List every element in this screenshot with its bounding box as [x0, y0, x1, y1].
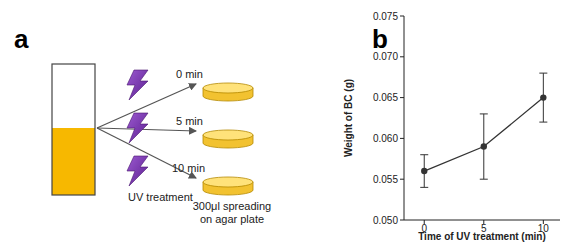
y-tick	[400, 179, 404, 180]
x-axis-label: Time of UV treatment (min)	[418, 231, 546, 242]
arrow	[97, 128, 196, 131]
error-bar	[539, 73, 547, 122]
result-label: on agar plate	[200, 213, 264, 225]
uv-bolt	[127, 113, 148, 143]
result-label: 300μl spreading	[193, 200, 272, 212]
panel-label: b	[372, 24, 388, 54]
data-point	[481, 143, 487, 149]
data-point	[421, 168, 427, 174]
tube	[52, 64, 95, 195]
error-cap	[539, 122, 547, 123]
error-bar	[480, 114, 488, 179]
error-cap	[480, 113, 488, 114]
error-cap	[539, 73, 547, 74]
y-tick	[400, 97, 404, 98]
y-tick-label: 0.075	[373, 11, 398, 22]
data-point	[540, 94, 546, 100]
x-axis	[404, 220, 560, 221]
plate-top	[203, 177, 253, 187]
y-tick-label: 0.060	[373, 133, 398, 144]
plot-area	[420, 73, 547, 187]
uv-bolt	[127, 156, 148, 186]
uv-bolt	[127, 70, 148, 100]
y-tick-label: 0.055	[373, 174, 398, 185]
plate-top	[203, 130, 253, 140]
y-tick	[400, 220, 404, 221]
plate-top	[203, 83, 253, 93]
y-tick	[400, 16, 404, 17]
error-cap	[420, 187, 428, 188]
time-label: 5 min	[176, 115, 203, 127]
y-axis-label: Weight of BC (g)	[343, 79, 354, 157]
y-tick	[400, 56, 404, 57]
error-cap	[480, 179, 488, 180]
chart: 0.0500.0550.0600.0650.0700.0750510Time o…	[343, 11, 560, 243]
y-tick-label: 0.070	[373, 51, 398, 62]
error-cap	[420, 154, 428, 155]
treatment-label: UV treatment	[128, 191, 193, 203]
time-label: 0 min	[176, 68, 203, 80]
y-tick-label: 0.065	[373, 92, 398, 103]
time-label: 10 min	[172, 162, 205, 174]
y-axis	[404, 16, 405, 220]
figure: a 0 min 5 min 10 min UV treatment300μl sprea…	[0, 0, 583, 243]
diagram: 0 min 5 min 10 min UV treatment300μl spread…	[52, 64, 271, 225]
y-tick	[400, 138, 404, 139]
panel-label: a	[14, 24, 29, 54]
y-tick-label: 0.050	[373, 215, 398, 226]
tube-liquid	[52, 128, 95, 195]
error-bar	[420, 155, 428, 188]
